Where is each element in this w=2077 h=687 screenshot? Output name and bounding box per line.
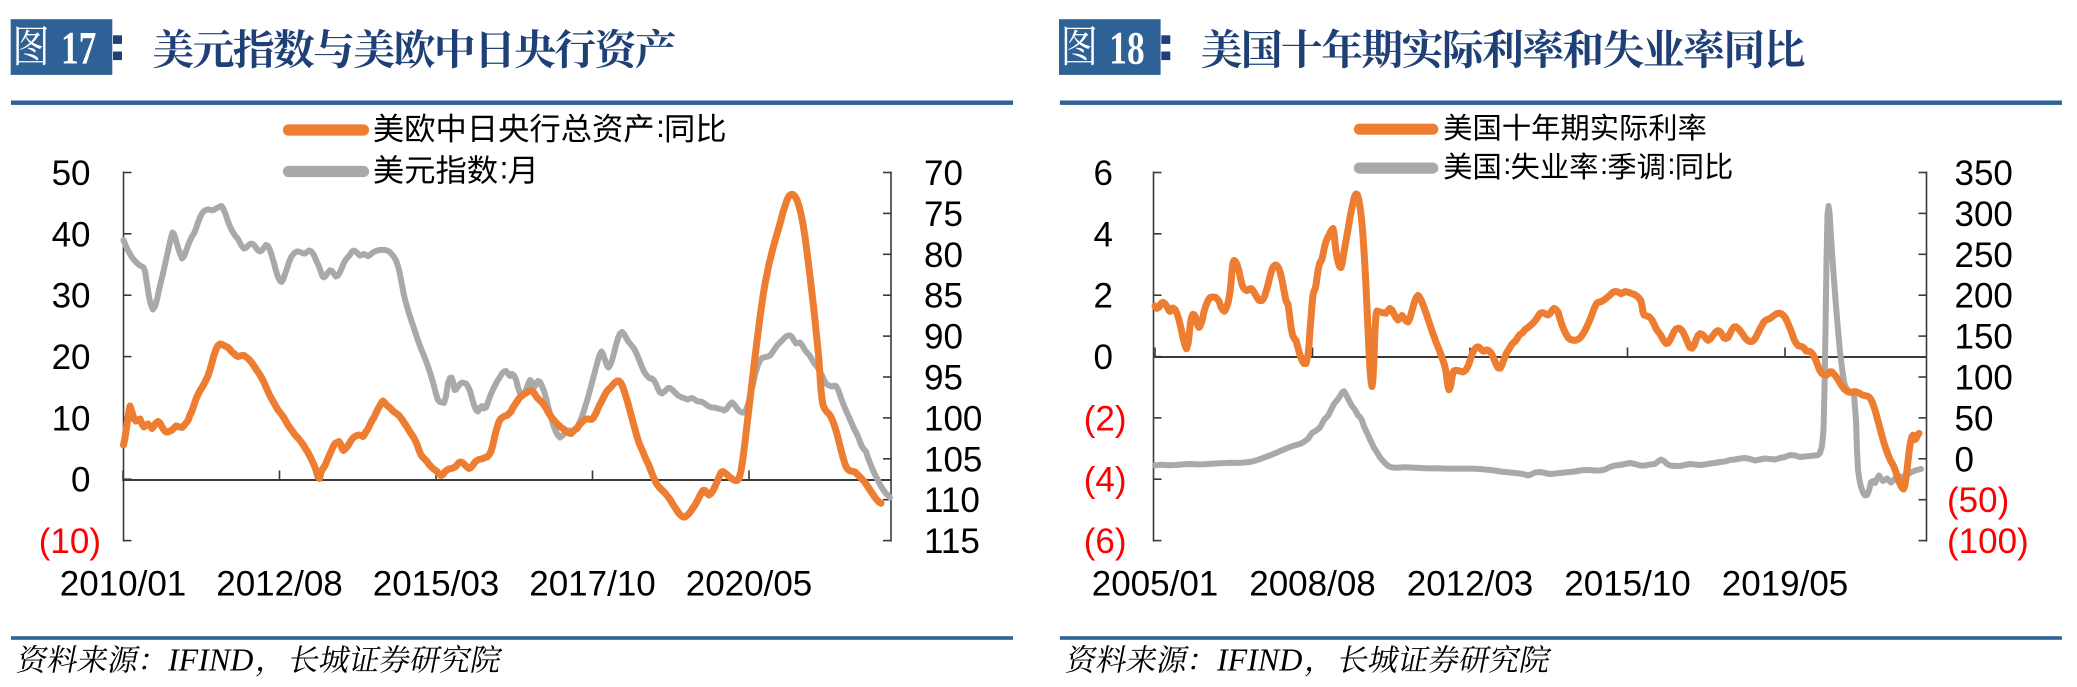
svg-text:2012/08: 2012/08 [216, 565, 343, 604]
svg-text:20: 20 [52, 338, 91, 377]
svg-text:0: 0 [1955, 440, 1974, 479]
svg-text:(2): (2) [1084, 399, 1127, 438]
svg-text:(10): (10) [39, 522, 101, 561]
svg-text::: : [656, 109, 665, 144]
svg-text:2017/10: 2017/10 [529, 565, 656, 604]
svg-text::: : [500, 150, 509, 185]
svg-text:50: 50 [52, 154, 91, 193]
svg-text:80: 80 [924, 236, 963, 275]
svg-text:(50): (50) [1947, 481, 2009, 520]
svg-text:(100): (100) [1947, 522, 2029, 561]
svg-text:95: 95 [924, 359, 963, 398]
svg-text:100: 100 [1955, 359, 2013, 398]
svg-text:115: 115 [924, 522, 980, 561]
svg-text:IFIND: IFIND [167, 642, 253, 678]
svg-text:70: 70 [924, 154, 963, 193]
svg-text:40: 40 [52, 215, 91, 254]
svg-text:17: 17 [61, 22, 96, 74]
svg-text:4: 4 [1094, 215, 1113, 254]
svg-text:2015/03: 2015/03 [373, 565, 500, 604]
svg-text:(6): (6) [1084, 522, 1127, 561]
svg-text:2: 2 [1094, 277, 1113, 316]
svg-text:0: 0 [71, 461, 90, 500]
svg-text:2005/01: 2005/01 [1092, 565, 1219, 604]
svg-text:2015/10: 2015/10 [1564, 565, 1691, 604]
svg-text:200: 200 [1955, 277, 2013, 316]
svg-text:2020/05: 2020/05 [686, 565, 813, 604]
svg-text:0: 0 [1094, 338, 1113, 377]
svg-text::: : [1667, 148, 1675, 181]
svg-text:250: 250 [1955, 236, 2013, 275]
svg-text:30: 30 [52, 277, 91, 316]
svg-text:2019/05: 2019/05 [1722, 565, 1849, 604]
svg-text:350: 350 [1955, 154, 2013, 193]
svg-text::: : [1503, 148, 1511, 181]
svg-text:18: 18 [1109, 22, 1144, 74]
svg-text::: : [1600, 148, 1608, 181]
svg-text:2010/01: 2010/01 [60, 565, 187, 604]
svg-text:110: 110 [924, 481, 980, 520]
svg-text:2008/08: 2008/08 [1249, 565, 1376, 604]
svg-text:85: 85 [924, 277, 963, 316]
svg-text:IFIND: IFIND [1216, 642, 1302, 678]
svg-text:10: 10 [52, 399, 91, 438]
svg-text:300: 300 [1955, 195, 2013, 234]
svg-text:50: 50 [1955, 399, 1994, 438]
svg-text:6: 6 [1094, 154, 1113, 193]
svg-text:2012/03: 2012/03 [1407, 565, 1534, 604]
svg-text:105: 105 [924, 440, 982, 479]
svg-text:(4): (4) [1084, 461, 1127, 500]
svg-text:75: 75 [924, 195, 963, 234]
svg-text:150: 150 [1955, 318, 2013, 357]
svg-text:100: 100 [924, 399, 982, 438]
svg-text:90: 90 [924, 318, 963, 357]
